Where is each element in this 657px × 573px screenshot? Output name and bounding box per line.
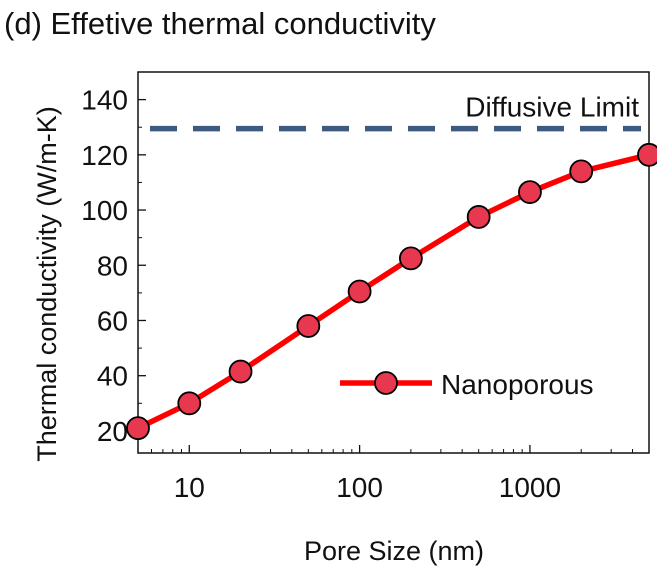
data-point xyxy=(518,180,542,204)
y-tick-label: 140 xyxy=(81,85,128,116)
data-point xyxy=(228,359,253,384)
data-point xyxy=(126,416,150,441)
data-point xyxy=(398,246,423,271)
x-tick-label: 1000 xyxy=(499,472,561,503)
reference-line-group: Diffusive Limit xyxy=(150,92,641,132)
y-axis-label: Thermal conductivity (W/m-K) xyxy=(32,106,62,462)
x-tick-label: 10 xyxy=(174,472,205,503)
series-group xyxy=(126,142,657,441)
data-point xyxy=(296,314,321,338)
data-point xyxy=(347,279,372,304)
x-tick-label: 100 xyxy=(336,472,383,503)
legend: Nanoporous xyxy=(340,369,594,400)
chart-title: (d) Effetive thermal conductivity xyxy=(4,6,436,41)
legend-marker xyxy=(374,371,398,395)
y-tick-label: 100 xyxy=(81,195,128,226)
series-line-nanoporous xyxy=(136,152,650,431)
legend-label: Nanoporous xyxy=(441,369,594,400)
x-axis-label: Pore Size (nm) xyxy=(304,536,484,566)
y-tick-label: 80 xyxy=(97,250,128,281)
plot-axes: 20 40 60 80 100 120 140 10 100 1000 xyxy=(81,71,650,503)
y-tick-label: 120 xyxy=(81,140,128,171)
data-point xyxy=(569,159,594,184)
y-tick-label: 40 xyxy=(97,361,128,392)
data-point xyxy=(177,391,202,416)
diffusive-limit-label: Diffusive Limit xyxy=(465,92,639,123)
data-point xyxy=(637,142,657,167)
y-tick-label: 60 xyxy=(97,305,128,336)
data-point xyxy=(466,205,491,229)
y-tick-label: 20 xyxy=(97,416,128,447)
plot-frame xyxy=(137,71,650,454)
